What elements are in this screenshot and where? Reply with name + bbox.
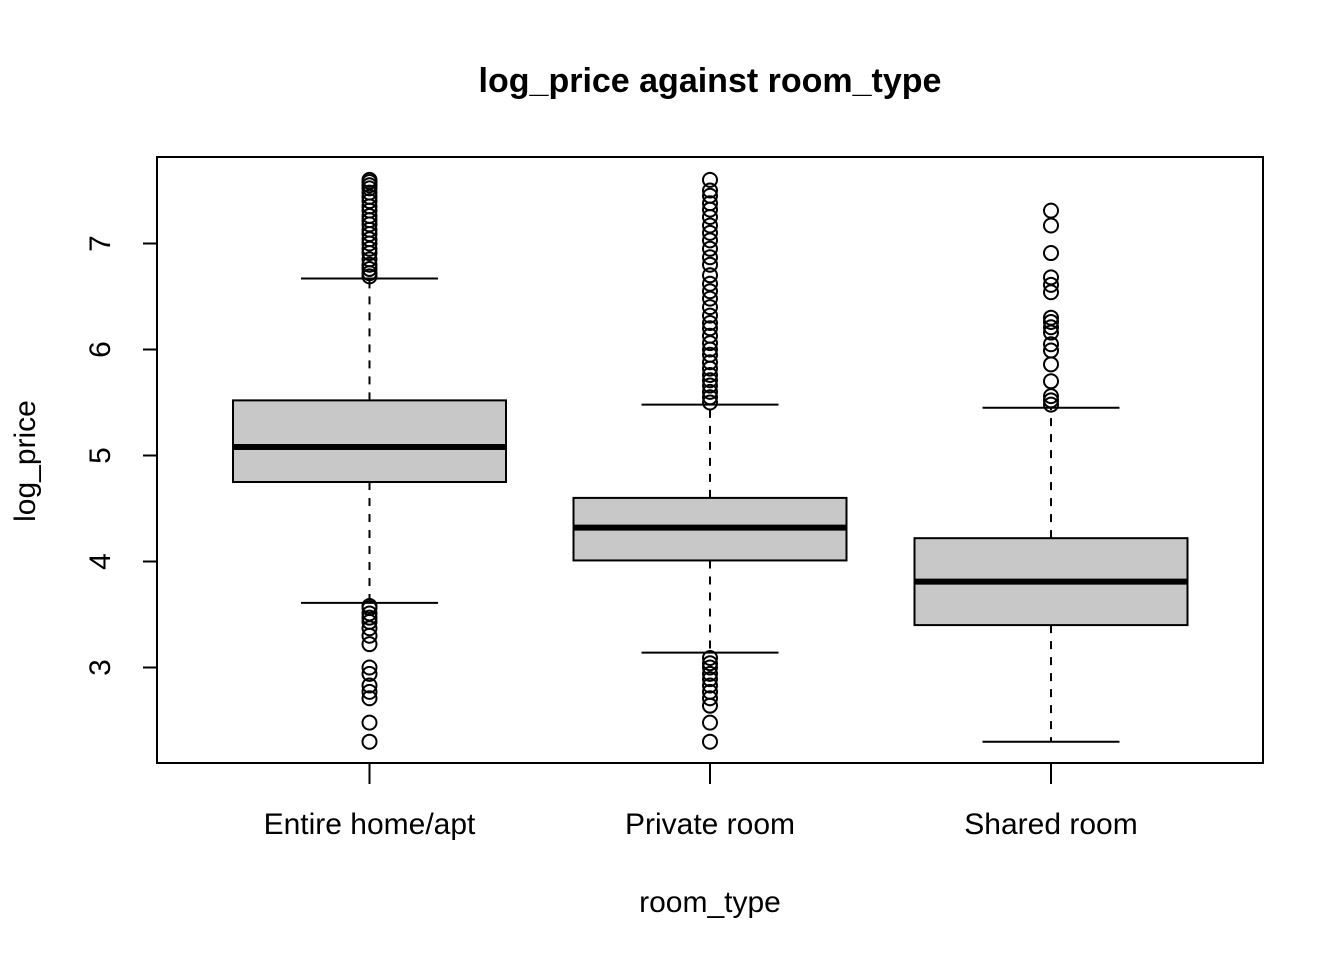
y-tick-label-6: 6 [84,341,117,358]
y-tick-label-5: 5 [84,447,117,464]
y-axis-title: log_price [9,400,42,522]
outlier-point [1043,342,1059,359]
y-axis: 3 4 5 6 7 [84,235,158,676]
outlier-point [702,690,718,707]
outlier-point [702,671,718,688]
outlier-point [702,307,718,324]
outlier-point [702,240,718,257]
outlier-point [702,714,718,731]
outlier-point [702,372,718,389]
x-axis-title: room_type [639,886,781,919]
iqr-box [232,399,507,484]
outlier-point [361,683,378,700]
outlier-point [702,394,718,411]
outlier-point [702,275,718,292]
outlier-point [702,217,718,234]
y-tick-label-7: 7 [84,235,117,252]
outlier-point [702,346,718,363]
outlier-point [1043,276,1059,293]
outlier-point [361,251,378,268]
outlier-point [1043,245,1059,262]
outlier-point [702,256,718,273]
outlier-point [702,327,718,344]
outlier-point [1043,202,1059,219]
boxes-group [232,171,1189,750]
outlier-point [361,636,378,653]
outlier-point [702,665,718,682]
outlier-point [361,659,378,676]
x-axis: Entire home/apt Private room Shared room [264,762,1138,841]
outlier-point [702,195,718,212]
outlier-point [1043,269,1059,286]
outlier-point [702,649,718,666]
outlier-point [1043,373,1059,390]
outlier-point [361,598,378,615]
box-0 [232,171,507,750]
outlier-point [702,224,718,241]
outlier-point [702,171,718,188]
outlier-point [361,184,378,201]
outlier-point [361,677,378,694]
outlier-point [361,690,378,707]
outlier-point [702,683,718,700]
outlier-point [702,249,718,266]
outlier-point [361,605,378,622]
outlier-point [361,714,378,731]
outlier-point [702,366,718,383]
y-tick-label-3: 3 [84,659,117,676]
outlier-point [702,659,718,676]
x-tick-label-1: Private room [625,808,795,841]
outlier-point [702,320,718,337]
outlier-point [702,315,718,331]
outlier-point [702,187,718,204]
outlier-point [361,256,378,273]
outlier-point [361,733,378,750]
outlier-point [1043,392,1059,409]
outlier-point [702,383,718,400]
outlier-point [1043,217,1059,234]
y-tick-label-4: 4 [84,553,117,570]
outlier-point [1043,336,1059,353]
outlier-point [702,283,718,300]
chart-title: log_price against room_type [479,62,942,100]
outlier-point [361,171,378,188]
x-tick-label-2: Shared room [964,808,1137,841]
outlier-point [702,655,718,672]
outlier-point [1043,309,1059,326]
box-2 [913,202,1189,743]
outlier-point [361,260,378,277]
outlier-point [702,299,718,316]
outlier-point [702,377,718,394]
outlier-point [361,193,378,210]
outlier-point [1043,319,1059,336]
x-tick-label-0: Entire home/apt [264,808,476,841]
outlier-point [361,665,378,682]
outlier-point [702,267,718,284]
outlier-point [702,733,718,750]
outlier-point [1043,313,1059,330]
outlier-point [702,677,718,694]
outlier-point [361,609,378,626]
box-1 [572,171,848,750]
outlier-point [702,354,718,371]
outlier-point [702,389,718,406]
outlier-point [702,182,718,199]
outlier-point [1043,356,1059,373]
outlier-point [1043,396,1059,413]
